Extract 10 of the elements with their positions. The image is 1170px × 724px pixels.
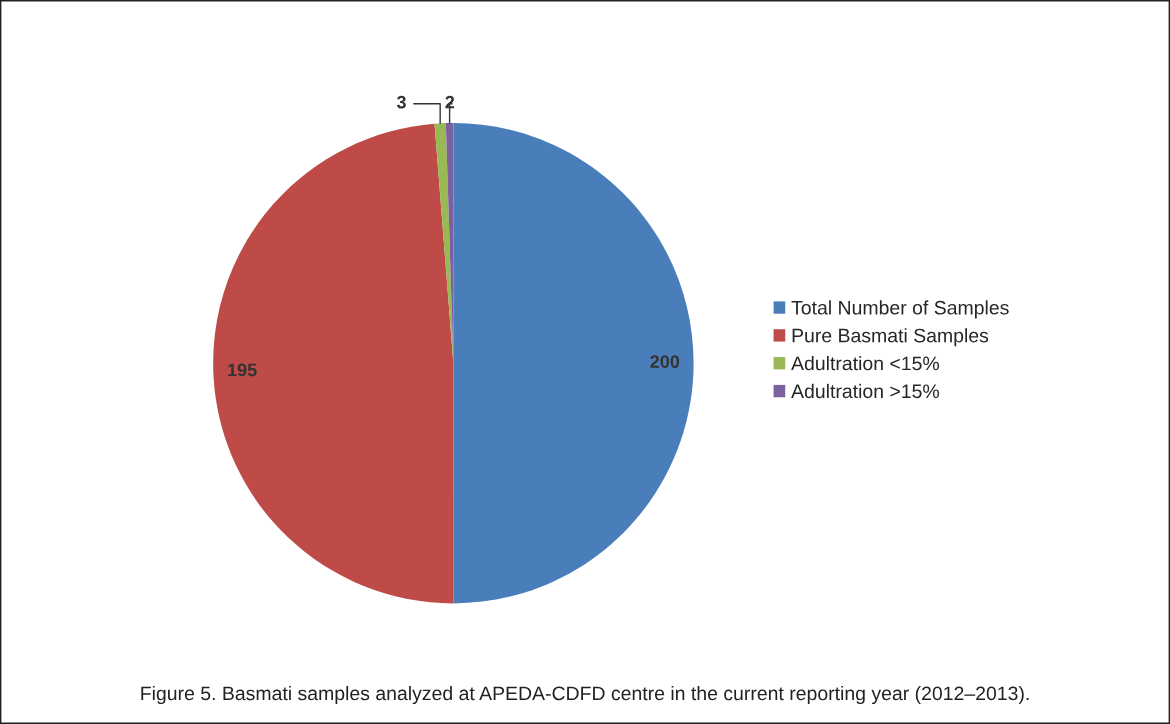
data-label: 195 <box>228 363 257 377</box>
pie-slice <box>453 122 694 604</box>
pie-slice <box>213 123 454 604</box>
data-label: 3 <box>396 95 406 109</box>
legend-label: Adultration <15% <box>791 356 940 371</box>
legend-label: Total Number of Samples <box>791 300 1009 319</box>
data-label: 200 <box>650 355 680 368</box>
legend-label: Pure Basmati Samples <box>792 328 989 347</box>
caption: Figure 5. Basmati samples analyzed at APEDA-CDFD centre in the current reporting year (2012–2013). <box>141 685 1029 705</box>
legend-label: Adultration >15% <box>791 383 940 399</box>
